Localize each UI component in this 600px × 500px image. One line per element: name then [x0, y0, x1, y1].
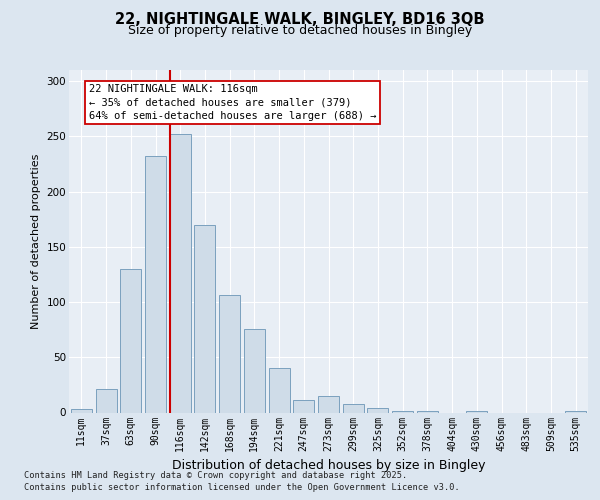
- Text: 22, NIGHTINGALE WALK, BINGLEY, BD16 3QB: 22, NIGHTINGALE WALK, BINGLEY, BD16 3QB: [115, 12, 485, 28]
- Bar: [145, 156, 166, 412]
- Bar: [269, 368, 290, 412]
- Bar: [219, 296, 240, 412]
- Text: Contains HM Land Registry data © Crown copyright and database right 2025.: Contains HM Land Registry data © Crown c…: [24, 471, 407, 480]
- Bar: [95, 390, 116, 412]
- Bar: [71, 409, 92, 412]
- Text: Contains public sector information licensed under the Open Government Licence v3: Contains public sector information licen…: [24, 483, 460, 492]
- Bar: [244, 328, 265, 412]
- Bar: [343, 404, 364, 412]
- Y-axis label: Number of detached properties: Number of detached properties: [31, 154, 41, 329]
- Text: 22 NIGHTINGALE WALK: 116sqm
← 35% of detached houses are smaller (379)
64% of se: 22 NIGHTINGALE WALK: 116sqm ← 35% of det…: [89, 84, 376, 121]
- Bar: [194, 224, 215, 412]
- X-axis label: Distribution of detached houses by size in Bingley: Distribution of detached houses by size …: [172, 459, 485, 472]
- Bar: [120, 269, 141, 412]
- Bar: [170, 134, 191, 412]
- Bar: [293, 400, 314, 412]
- Bar: [318, 396, 339, 412]
- Bar: [367, 408, 388, 412]
- Text: Size of property relative to detached houses in Bingley: Size of property relative to detached ho…: [128, 24, 472, 37]
